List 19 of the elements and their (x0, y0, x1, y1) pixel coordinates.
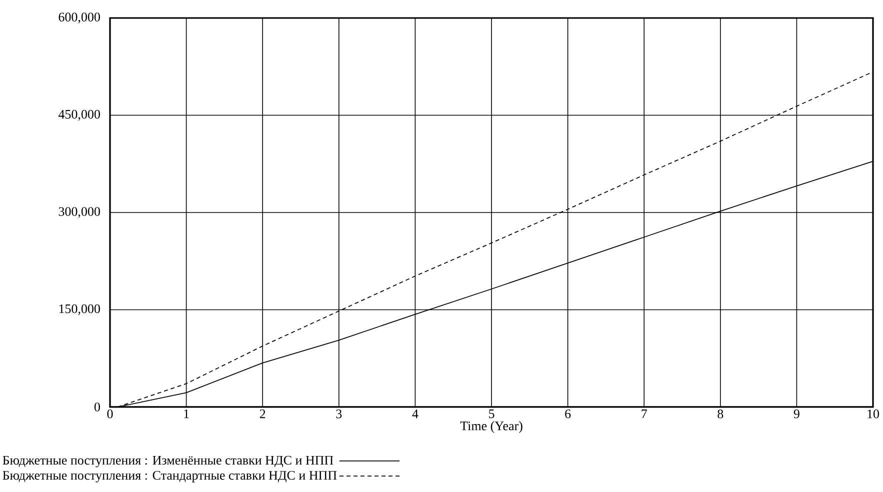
x-tick-label: 3 (336, 410, 342, 418)
y-tick-label: 300,000 (58, 207, 100, 218)
x-tick-label: 6 (565, 410, 571, 418)
y-tick-label: 150,000 (59, 304, 100, 316)
x-axis-title: Time (Year) (460, 421, 522, 433)
legend-label: Бюджетные поступления : Стандартные ставки НДС и НПП (2, 470, 337, 482)
y-tick-label: 600,000 (58, 12, 100, 24)
x-tick-label: 9 (794, 410, 800, 418)
x-tick-label: 5 (489, 410, 494, 418)
x-tick-label: 8 (718, 410, 724, 418)
x-tick-label: 1 (184, 410, 189, 418)
legend-label: Бюджетные поступления : Изменённые ставки НДС и НПП (2, 456, 334, 468)
x-tick-label: 7 (642, 410, 647, 418)
x-tick-label: 4 (412, 410, 418, 418)
x-tick-label: 0 (107, 410, 113, 418)
y-tick-label: 0 (94, 402, 100, 412)
y-tick-label: 450,000 (58, 110, 100, 121)
x-tick-label: 2 (260, 410, 266, 418)
x-tick-label: 10 (868, 410, 880, 418)
